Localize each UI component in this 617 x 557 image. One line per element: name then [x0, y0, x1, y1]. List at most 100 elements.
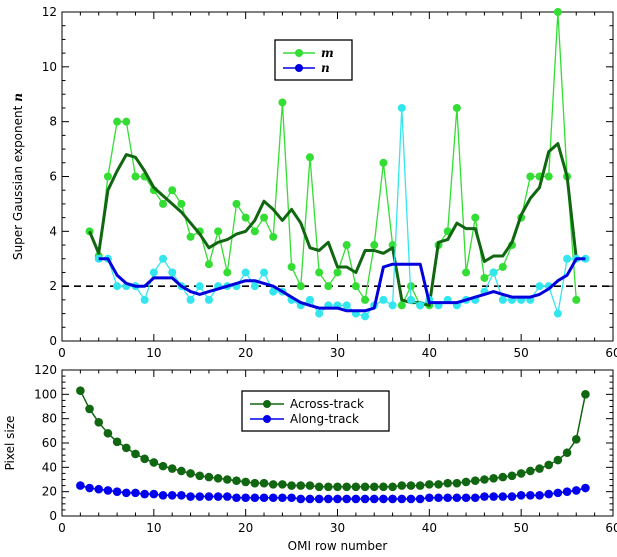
y-axis-title: Super Gaussian exponent n: [11, 93, 25, 260]
data-point: [177, 199, 186, 208]
data-point: [214, 227, 223, 236]
data-point: [241, 213, 250, 222]
data-point: [526, 466, 535, 476]
data-point: [259, 478, 269, 488]
x-tick-label: 30: [330, 521, 345, 535]
data-point: [140, 489, 149, 499]
legend-swatch-marker: [295, 64, 303, 72]
data-point: [370, 241, 379, 250]
legend-label: Along-track: [290, 412, 359, 426]
data-point: [287, 481, 296, 490]
data-point: [480, 273, 489, 282]
data-point: [526, 491, 535, 500]
data-point: [507, 492, 517, 501]
data-point: [516, 491, 526, 500]
x-tick-label: 60: [605, 346, 617, 360]
data-point: [315, 268, 324, 277]
data-point: [287, 493, 296, 503]
data-point: [113, 117, 122, 126]
y-tick-label: 10: [42, 60, 57, 74]
data-point: [470, 493, 480, 503]
legend-label: m: [321, 46, 334, 60]
data-point: [232, 199, 241, 208]
y-tick-label: 12: [42, 5, 57, 19]
data-point: [443, 493, 453, 503]
y-axis-title-symbol: n: [11, 93, 25, 102]
x-tick-label: 0: [58, 346, 66, 360]
data-point: [140, 295, 149, 304]
data-point: [167, 491, 177, 500]
x-tick-label: 0: [58, 521, 66, 535]
data-point: [563, 254, 572, 263]
y-tick-label: 100: [34, 387, 57, 401]
legend-box: [241, 390, 390, 432]
data-point: [480, 492, 489, 501]
data-point: [471, 213, 480, 222]
data-point: [223, 475, 232, 484]
data-point: [186, 295, 195, 304]
data-point: [470, 476, 480, 486]
x-tick-label: 40: [422, 346, 437, 360]
data-point: [351, 282, 360, 291]
data-point: [397, 301, 406, 310]
legend-swatch-marker: [263, 400, 271, 408]
data-point: [103, 486, 113, 495]
x-tick-label: 30: [330, 346, 345, 360]
data-point: [452, 478, 462, 488]
data-point: [296, 282, 305, 291]
data-point: [177, 466, 186, 476]
data-point: [535, 282, 544, 291]
data-point: [461, 477, 471, 487]
x-tick-label: 60: [605, 521, 617, 535]
data-point: [140, 454, 149, 464]
data-point: [406, 295, 415, 304]
data-point: [121, 443, 131, 453]
x-tick-label: 50: [514, 521, 529, 535]
data-point: [480, 475, 489, 484]
data-point: [158, 491, 168, 500]
data-point: [571, 435, 581, 444]
y-tick-label: 0: [49, 334, 57, 348]
data-point: [581, 483, 590, 493]
series-line-smoothed-n: [98, 257, 586, 313]
data-point: [159, 199, 168, 208]
y-tick-label: 8: [49, 115, 57, 129]
data-point: [204, 260, 213, 269]
data-point: [388, 301, 397, 310]
data-point: [204, 492, 214, 501]
data-point: [76, 481, 85, 490]
data-point: [360, 494, 370, 504]
data-point: [516, 469, 526, 478]
y-tick-label: 4: [49, 224, 57, 238]
data-point: [397, 103, 406, 112]
data-point: [498, 492, 508, 501]
data-point: [461, 493, 471, 503]
data-point: [379, 482, 388, 492]
data-point: [149, 458, 159, 467]
data-point: [581, 254, 590, 263]
x-tick-label: 20: [238, 521, 253, 535]
y-axis-title: Pixel size: [3, 416, 17, 471]
data-point: [268, 480, 278, 489]
legend-swatch-marker: [295, 49, 303, 57]
data-point: [406, 494, 416, 504]
data-point: [186, 492, 195, 501]
legend-swatch-marker: [263, 415, 271, 423]
legend: mn: [274, 39, 353, 81]
y-tick-label: 2: [49, 279, 57, 293]
data-point: [379, 295, 388, 304]
data-point: [581, 390, 590, 399]
data-point: [462, 268, 471, 277]
data-point: [535, 491, 544, 500]
data-point: [553, 455, 563, 465]
data-point: [112, 437, 122, 447]
data-point: [103, 172, 112, 181]
x-axis-title: OMI row number: [288, 539, 388, 553]
data-point: [241, 477, 250, 487]
data-point: [342, 494, 351, 504]
data-point: [149, 489, 159, 499]
data-point: [489, 473, 498, 483]
data-point: [186, 469, 195, 478]
data-point: [241, 268, 250, 277]
